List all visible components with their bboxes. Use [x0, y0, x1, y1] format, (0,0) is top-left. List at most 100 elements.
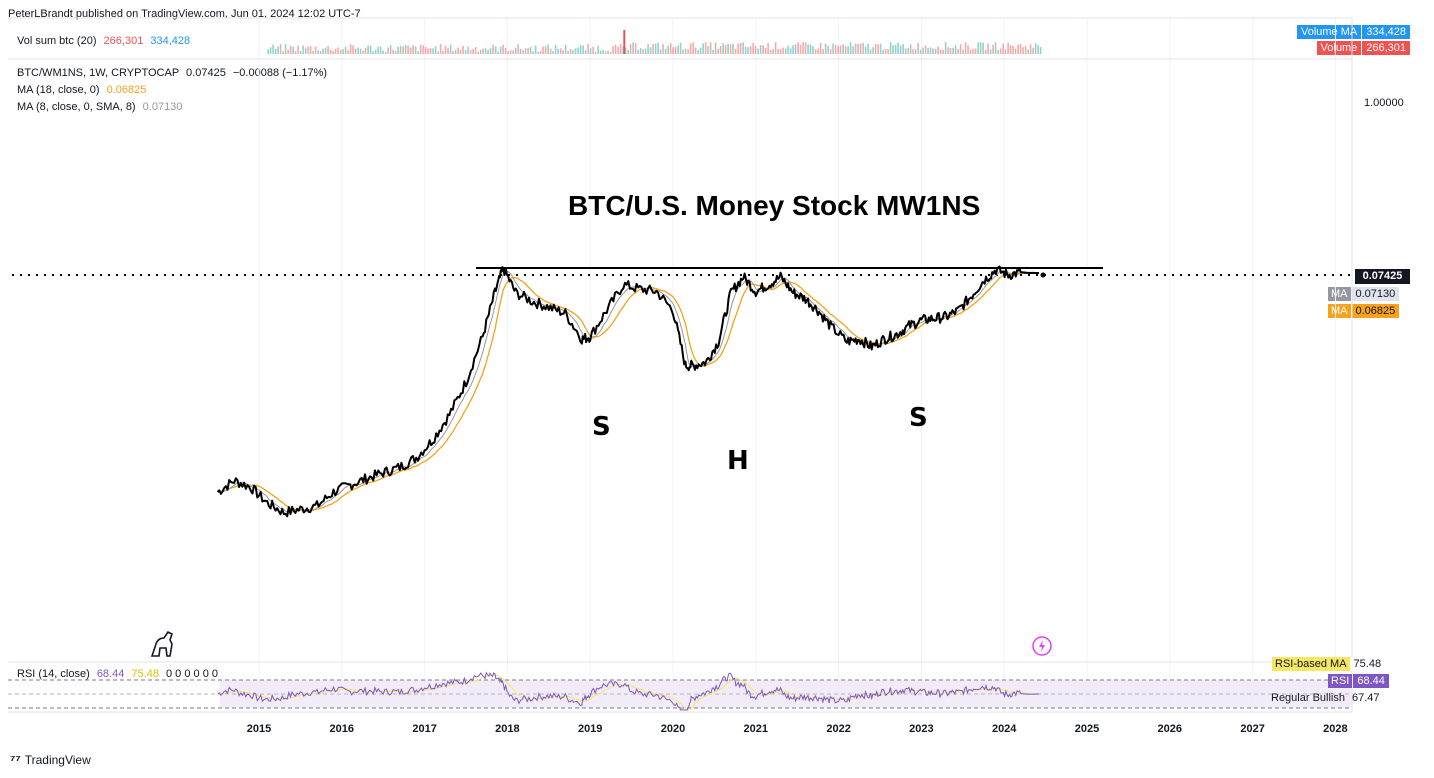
volume-bar [787, 45, 789, 54]
volume-bar [712, 49, 714, 54]
volume-bar [412, 45, 414, 54]
volume-bar [887, 49, 889, 54]
last-price-box: 0.07425 [1355, 269, 1410, 284]
volume-bar [997, 50, 999, 54]
ma8-box-value: 0.07130 [1351, 287, 1400, 301]
volume-bar [987, 43, 989, 54]
volume-bar [1017, 44, 1019, 54]
volume-bar [932, 48, 934, 54]
shoulder-right-label: S [909, 403, 928, 433]
volume-bar [342, 49, 344, 54]
volume-bar [402, 46, 404, 54]
volume-bar [559, 48, 562, 54]
volume-bar [659, 49, 662, 54]
volume-bar [474, 47, 477, 54]
volume-bar [312, 50, 314, 54]
volume-bar [927, 47, 929, 54]
volume-bar [697, 49, 699, 54]
volume-bar [509, 50, 512, 54]
volume-bar [784, 48, 787, 54]
volume-bar [274, 48, 277, 54]
volume-bar [749, 46, 752, 54]
tradingview-logo-icon: ⁷⁷ [10, 752, 21, 767]
volume-bar [892, 45, 894, 54]
volume-bar [924, 45, 927, 54]
ma18-line [223, 271, 1039, 512]
volume-bar [807, 44, 809, 54]
volume-bar [877, 44, 879, 54]
volume-bar [922, 47, 924, 54]
volume-bar [1014, 48, 1017, 54]
volume-bar [417, 51, 419, 54]
volume-bar [357, 47, 359, 54]
volume-bar [879, 43, 882, 54]
ma18-name: MA (18, close, 0) [17, 84, 100, 96]
volume-bar [479, 49, 482, 54]
volume-bar [422, 45, 424, 54]
volume-legend-vol: 266,301 [103, 35, 144, 47]
volume-bar [859, 43, 862, 54]
volume-bar [962, 49, 964, 54]
volume-bar [334, 48, 337, 54]
volume-bar [864, 46, 867, 54]
volume-bar [504, 47, 507, 54]
lightning-icon[interactable] [1032, 636, 1052, 656]
volume-bar [759, 45, 762, 54]
volume-bar [702, 43, 704, 54]
volume-bar [717, 48, 719, 54]
main-legend-symbol-row: BTC/WM1NS, 1W, CRYPTOCAP 0.07425 −0.0008… [17, 67, 327, 79]
volume-bar [512, 50, 514, 54]
volume-bar [802, 42, 804, 54]
volume-bar [384, 51, 387, 54]
volume-bar [409, 47, 412, 54]
volume-bar [1034, 43, 1037, 54]
volume-bar [832, 43, 834, 54]
volume-bar [532, 51, 534, 54]
volume-bar [1007, 42, 1009, 54]
x-tick-label: 2021 [743, 723, 769, 735]
volume-bar [1032, 47, 1034, 54]
volume-bar [662, 44, 664, 54]
volume-bar [592, 46, 594, 54]
symbol-price: 0.07425 [186, 67, 226, 79]
volume-bar [644, 48, 647, 54]
volume-bar [374, 49, 377, 54]
ma18-value: 0.06825 [106, 84, 147, 96]
price-line [216, 265, 1039, 518]
x-tick-label: 2026 [1157, 723, 1183, 735]
volume-bar [307, 46, 309, 54]
rsi-ma-box-value: 75.48 [1349, 657, 1386, 671]
volume-bar [809, 44, 812, 54]
volume-bar [319, 51, 322, 54]
volume-bar [629, 44, 632, 54]
volume-bar [972, 48, 974, 54]
x-tick-label: 2017 [412, 723, 437, 735]
volume-bar [1029, 44, 1032, 54]
volume-bar [992, 44, 994, 54]
volume-bar [397, 46, 399, 54]
rsi-ma-box-label: RSI-based MA [1272, 657, 1350, 671]
volume-bar [272, 44, 274, 54]
x-tick-label: 2027 [1240, 723, 1265, 735]
footer[interactable]: ⁷⁷ TradingView [10, 752, 91, 767]
volume-bar [452, 51, 454, 54]
volume-bar [637, 49, 639, 54]
rsi-legend: RSI (14, close) 68.44 75.48 0 0 0 0 0 0 [17, 668, 218, 680]
dinosaur-icon[interactable] [150, 630, 173, 657]
volume-bar [599, 50, 602, 54]
volume-bar [379, 46, 382, 54]
x-tick-label: 2015 [246, 723, 272, 735]
x-tick-label: 2028 [1323, 723, 1348, 735]
volume-bar [939, 49, 942, 54]
volume-bar [737, 43, 739, 54]
volume-bar [964, 42, 967, 54]
volume-bar [707, 46, 709, 54]
volume-bar [544, 46, 547, 54]
volume-bar [744, 46, 747, 54]
volume-bar [389, 45, 392, 54]
volume-bar [874, 44, 877, 54]
volume-bar [899, 45, 902, 54]
volume-bar [977, 42, 979, 54]
volume-bar [647, 44, 649, 54]
